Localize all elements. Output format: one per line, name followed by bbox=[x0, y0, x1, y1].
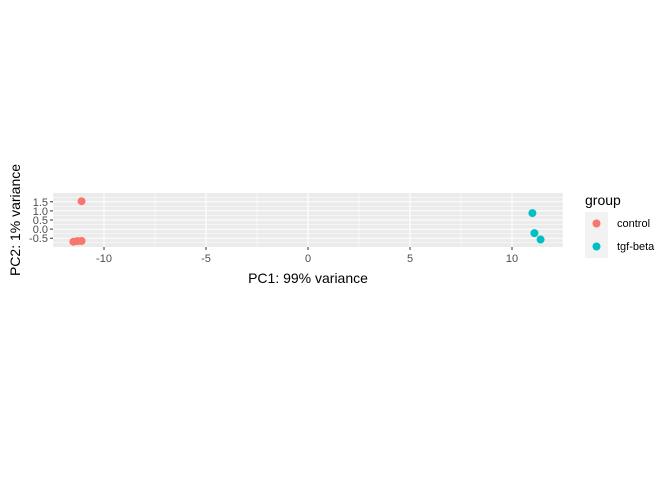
data-point-tgf-beta bbox=[536, 235, 545, 244]
grid-major bbox=[53, 193, 563, 247]
x-tick-label: 0 bbox=[305, 253, 311, 265]
data-point-control bbox=[77, 197, 86, 206]
x-tick-label: 5 bbox=[407, 253, 413, 265]
y-tick-label: -0.5 bbox=[29, 233, 48, 245]
data-point-control bbox=[77, 236, 86, 245]
x-tick-label: -10 bbox=[96, 253, 112, 265]
legend-label-tgf-beta: tgf-beta bbox=[617, 241, 655, 253]
data-point-tgf-beta bbox=[528, 209, 537, 218]
y-tick-label: 1.5 bbox=[33, 197, 48, 209]
legend-key-control bbox=[592, 219, 601, 228]
x-axis-ticks: -10 -5 0 5 10 bbox=[96, 247, 518, 265]
y-axis-ticks: -0.50.00.51.01.5 bbox=[29, 197, 53, 245]
legend-title: group bbox=[585, 192, 621, 208]
y-tick-label: 0.5 bbox=[33, 215, 48, 227]
legend-label-control: control bbox=[617, 218, 650, 230]
x-tick-label: -5 bbox=[201, 253, 211, 265]
legend: group control tgf-beta bbox=[585, 192, 655, 258]
y-tick-label: 1.0 bbox=[33, 206, 48, 218]
y-tick-label: 0.0 bbox=[33, 224, 48, 236]
x-tick-label: 10 bbox=[506, 253, 518, 265]
y-axis-title: PC2: 1% variance bbox=[7, 164, 23, 276]
x-axis-title: PC1: 99% variance bbox=[248, 270, 368, 286]
legend-entries: control tgf-beta bbox=[585, 212, 655, 258]
legend-key-tgf-beta bbox=[592, 242, 601, 251]
data-point-tgf-beta bbox=[530, 229, 539, 238]
data-points bbox=[69, 197, 545, 246]
